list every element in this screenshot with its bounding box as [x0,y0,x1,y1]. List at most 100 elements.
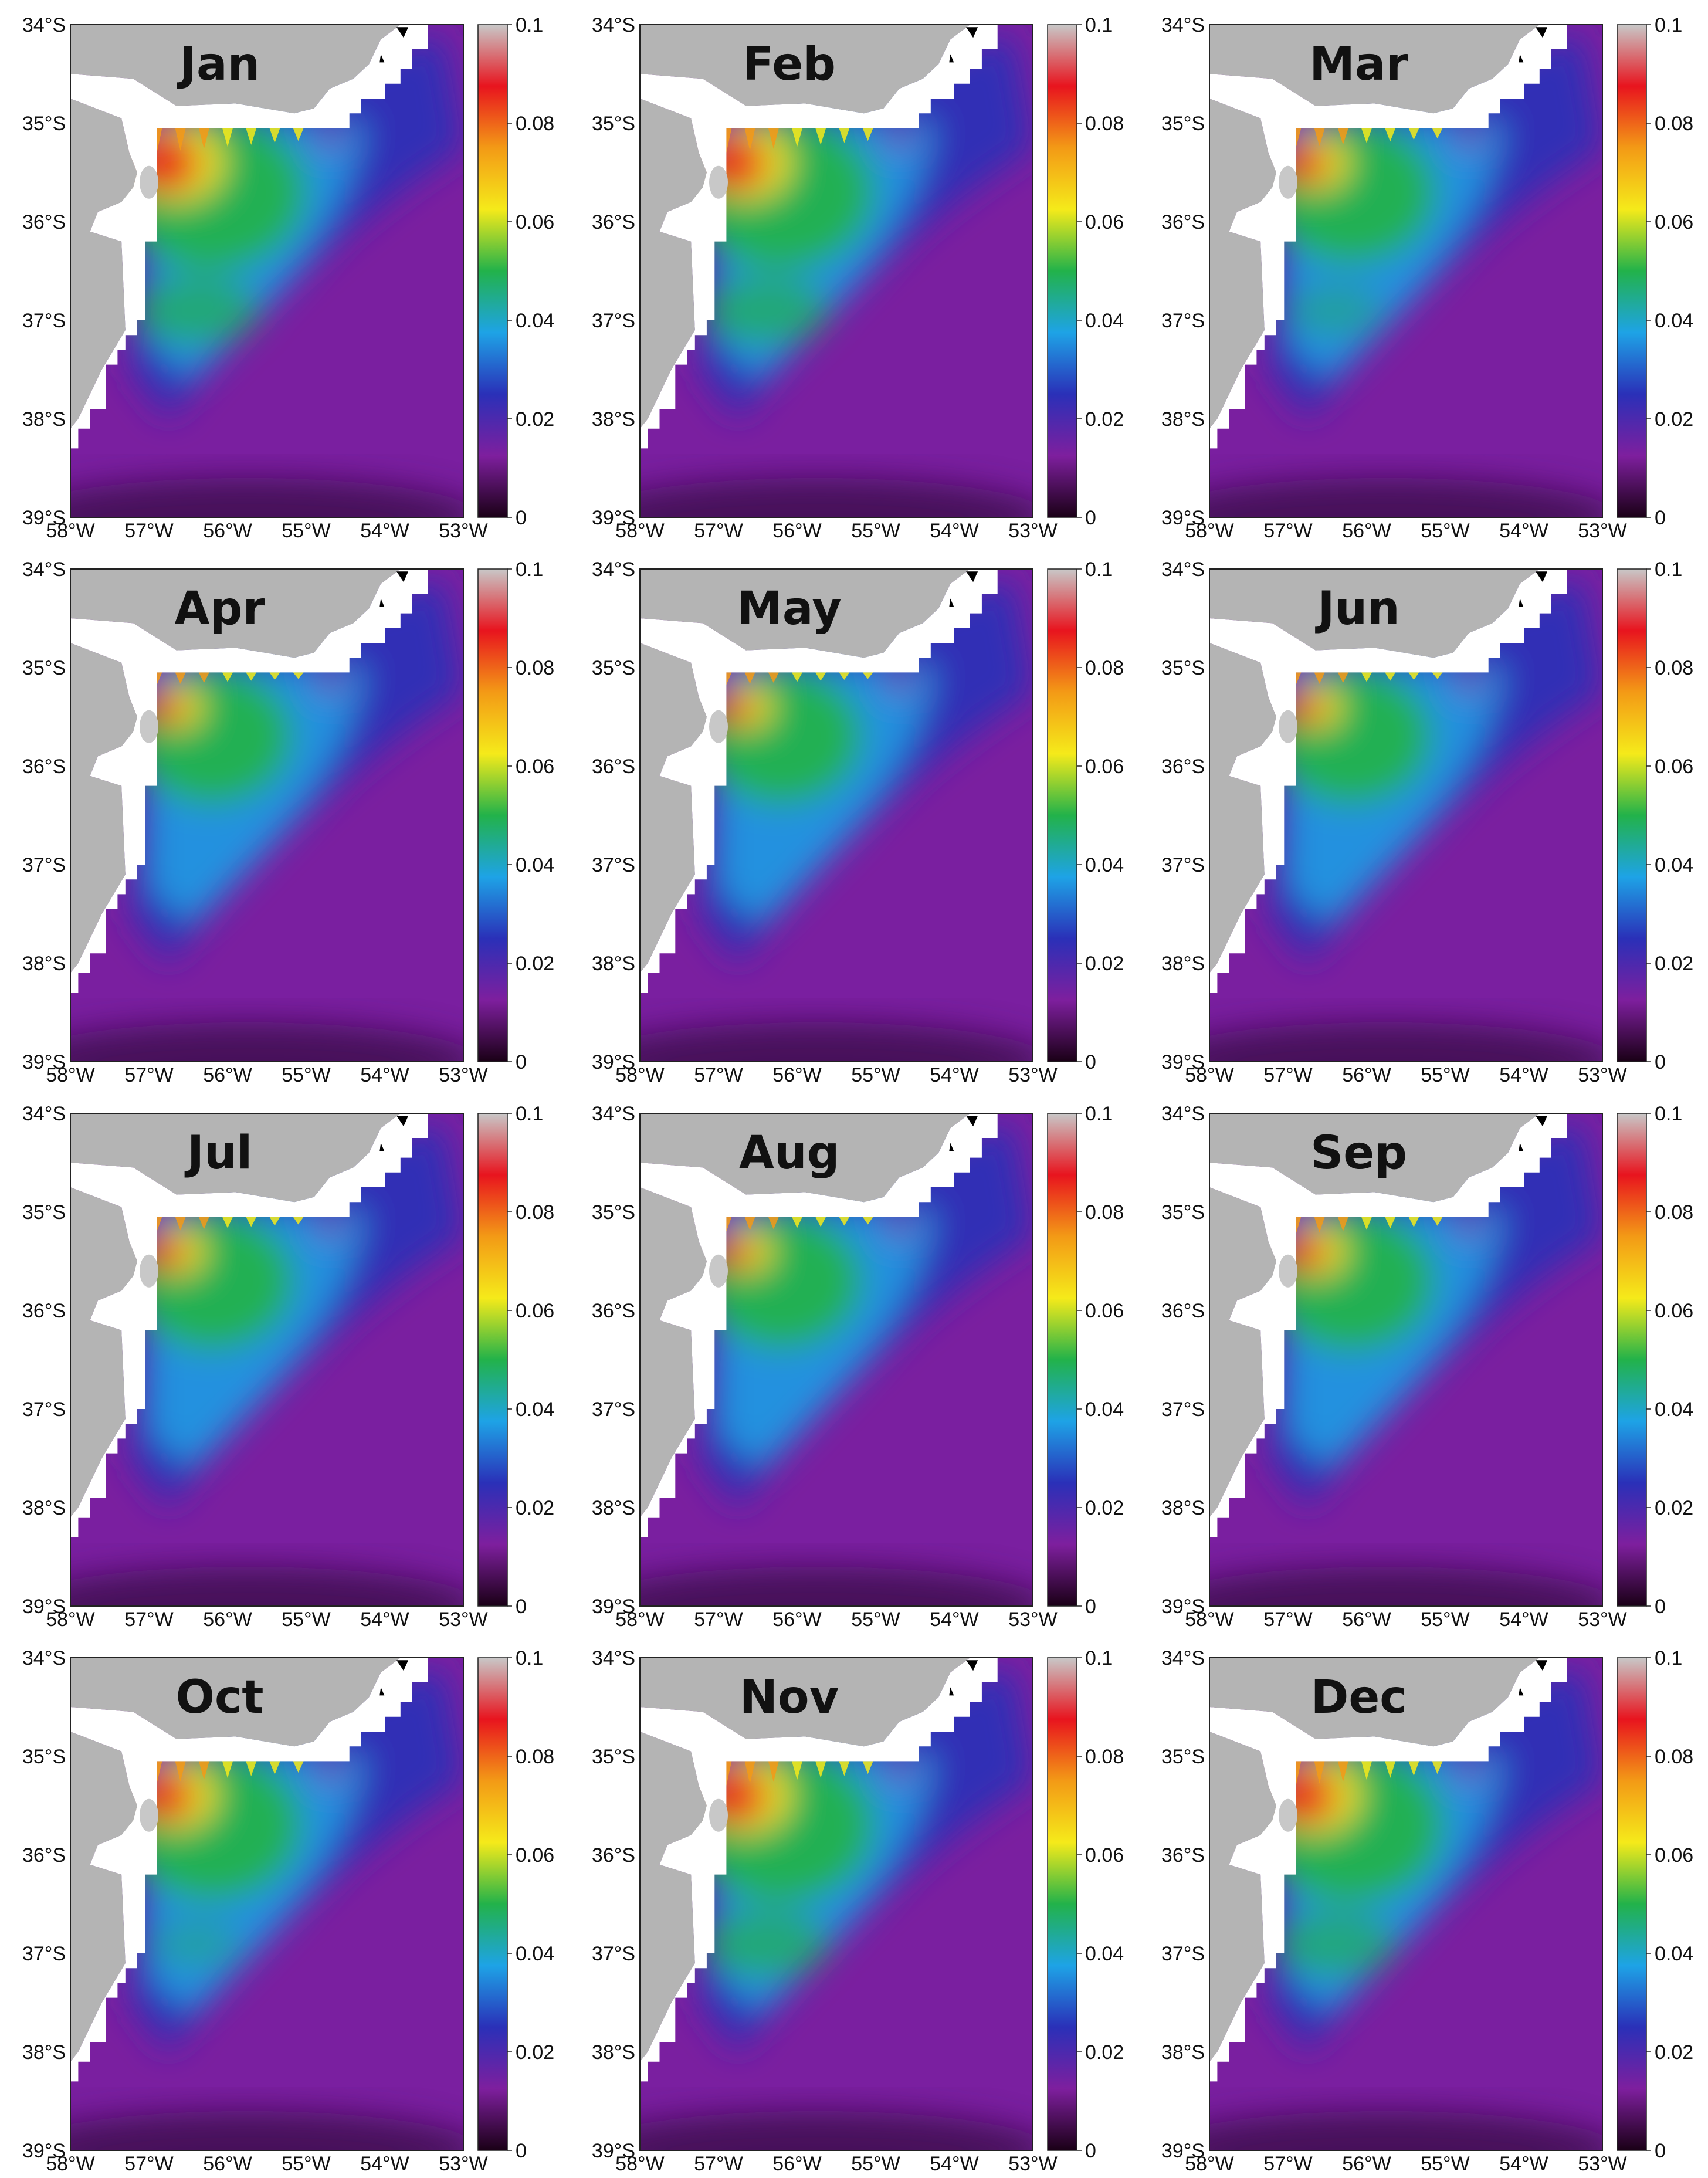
map-frame [639,568,1033,1062]
colorbar-tick-label: 0.02 [516,408,554,431]
lat-tick-label: 37°S [22,1943,66,1965]
plume-field [1268,578,1602,963]
colorbar-tick-label: 0.1 [1655,558,1682,581]
colorbar-tick-label: 0 [516,2140,527,2162]
lon-tick-label: 53°W [1008,2153,1058,2175]
land-uruguay-brazil [640,569,970,658]
lat-tick-label: 36°S [22,211,66,233]
lat-tick-label: 35°S [22,1746,66,1768]
colorbar-tick-label: 0.06 [516,756,554,778]
lat-tick-label: 38°S [22,408,66,431]
colorbar-tick-label: 0.02 [1085,408,1124,431]
lat-tick-label: 39°S [22,1596,66,1618]
map-frame [639,1657,1033,2151]
colorbar-tick-label: 0.04 [1085,854,1124,876]
lat-tick-label: 38°S [592,408,635,431]
colorbar-tick-label: 0.02 [1085,1497,1124,1519]
map-svg: Jan 34°S 35°S 36°S 37°S 38°S 39°S58°W 57°W 56°W 5… [22,14,554,542]
lon-tick-label: 57°W [1263,1608,1313,1631]
colorbar-tick-label: 0.06 [1085,211,1124,233]
land-uruguay-brazil [1209,1658,1540,1747]
lon-tick-label: 56°W [772,1064,822,1086]
lat-tick-label: 39°S [592,1051,635,1073]
lat-tick-label: 38°S [592,2041,635,2064]
colorbar-tick-label: 0.08 [516,1201,554,1224]
lon-tick-label: 54°W [930,1608,979,1631]
lat-tick-label: 34°S [1161,1647,1205,1669]
lon-tick-label: 56°W [1342,2153,1391,2175]
month-title: Apr [174,582,265,635]
colorbar-tick-label: 0 [1655,1596,1666,1618]
lat-tick-label: 37°S [592,1943,635,1965]
colorbar-tick-label: 0.1 [1085,1647,1113,1669]
lon-tick-label: 53°W [1578,1608,1627,1631]
colorbar-tick-label: 0.02 [1085,2041,1124,2064]
lon-tick-label: 54°W [930,1064,979,1086]
lon-tick-label: 55°W [282,520,331,542]
lat-tick-label: 34°S [592,1103,635,1125]
lat-tick-label: 37°S [592,854,635,876]
lon-tick-label: 58°W [1185,2153,1234,2175]
colorbar-tick-label: 0.06 [1655,756,1693,778]
map-panel-nov: Nov 34°S 35°S 36°S 37°S 38°S 39°S 58°W 57°W 56°W 5… [570,1633,1138,2175]
map-panel-sep: Sep 34°S 35°S 36°S 37°S 38°S 39°S 58°W 57°W 56°W 5… [1139,1089,1708,1631]
colorbar [1616,568,1647,1062]
lat-tick-label: 38°S [1161,1497,1205,1519]
coastal-mask [640,1658,998,2082]
colorbar-tick-label: 0 [1085,1596,1096,1618]
lat-tick-label: 35°S [592,1201,635,1224]
lon-tick-label: 58°W [46,1608,95,1631]
map-svg: May 34°S 35°S 36°S 37°S 38°S 39°S58°W 57°W 56°W 5… [592,558,1124,1086]
boundary-stripes [721,1217,873,1232]
colorbar-tick-label: 0.02 [1655,1497,1693,1519]
colorbar-tick-label: 0.1 [1655,1103,1682,1125]
colorbar-tick-label: 0.08 [516,1746,554,1768]
boundary-stripes [721,128,873,153]
lon-tick-label: 55°W [1421,520,1470,542]
colorbar [1047,568,1077,1062]
lon-tick-label: 58°W [615,1608,665,1631]
colorbar [477,24,508,518]
colorbar-tick-label: 0.08 [1655,1201,1693,1224]
coastal-mask [70,25,428,449]
lon-tick-label: 54°W [1499,2153,1548,2175]
map-panel-oct: Oct 34°S 35°S 36°S 37°S 38°S 39°S 58°W 57°W 56°W 5… [0,1633,569,2175]
lat-tick-label: 35°S [1161,1201,1205,1224]
map-panel-jun: Jun 34°S 35°S 36°S 37°S 38°S 39°S 58°W 57°W 56°W 5… [1139,544,1708,1086]
colorbar-tick-label: 0.08 [1655,113,1693,135]
lat-tick-label: 36°S [22,1300,66,1322]
colorbar-tick-label: 0.06 [516,1300,554,1322]
lon-tick-label: 58°W [46,520,95,542]
map-panel-jul: Jul 34°S 35°S 36°S 37°S 38°S 39°S 58°W 57°W 56°W 5… [0,1089,569,1631]
land-argentina [70,1187,137,1518]
lat-tick-label: 38°S [1161,2041,1205,2064]
lon-tick-label: 58°W [615,1064,665,1086]
colorbar-tick-label: 0.04 [1655,310,1693,332]
lat-tick-label: 35°S [22,657,66,679]
colorbar-tick-label: 0.1 [516,558,543,581]
colorbar-tick-label: 0 [1655,1051,1666,1073]
colorbar-tick-label: 0.08 [516,113,554,135]
colorbar-tick-label: 0.06 [1085,756,1124,778]
lon-tick-label: 56°W [203,520,252,542]
lat-tick-label: 34°S [22,1647,66,1669]
lon-tick-label: 55°W [282,2153,331,2175]
plume-field [689,1667,1033,2052]
map-panel-aug: Aug 34°S 35°S 36°S 37°S 38°S 39°S 58°W 57°W 56°W 5… [570,1089,1138,1631]
map-panel-dec: Dec 34°S 35°S 36°S 37°S 38°S 39°S 58°W 57°W 56°W 5… [1139,1633,1708,2175]
lon-tick-label: 58°W [46,2153,95,2175]
coastal-mask [640,1113,998,1537]
lon-tick-label: 58°W [1185,520,1234,542]
plume-field [129,1123,463,1508]
lon-tick-label: 53°W [1578,1064,1627,1086]
colorbar [1616,24,1647,518]
lon-tick-label: 57°W [124,1064,174,1086]
lat-tick-label: 39°S [22,2140,66,2162]
lon-tick-label: 53°W [439,520,488,542]
lat-tick-label: 34°S [22,558,66,581]
lat-tick-label: 37°S [592,310,635,332]
colorbar-tick-label: 0.08 [1655,657,1693,679]
colorbar-tick-label: 0.04 [1655,1943,1693,1965]
lon-tick-label: 54°W [1499,1064,1548,1086]
